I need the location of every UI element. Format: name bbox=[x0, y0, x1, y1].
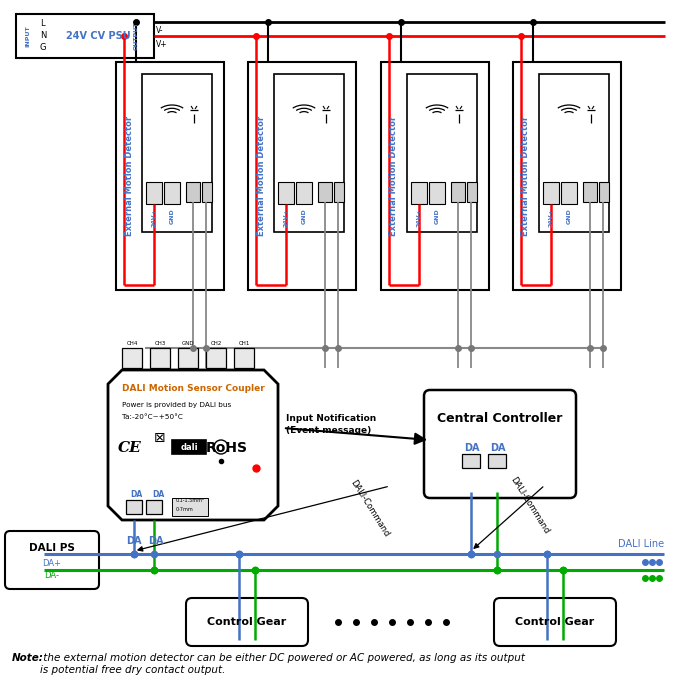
Bar bbox=[296, 182, 312, 204]
Text: CH4: CH4 bbox=[126, 341, 138, 346]
Bar bbox=[150, 348, 170, 368]
Text: DA: DA bbox=[152, 489, 164, 498]
Text: V-: V- bbox=[156, 26, 163, 35]
Text: CH2: CH2 bbox=[211, 341, 221, 346]
Text: OUTPUT: OUTPUT bbox=[134, 22, 138, 50]
Polygon shape bbox=[108, 370, 278, 520]
Text: GND: GND bbox=[182, 341, 194, 346]
Text: the external motion detector can be either DC powered or AC powered, as long as : the external motion detector can be eith… bbox=[40, 653, 525, 675]
Text: Note:: Note: bbox=[12, 653, 44, 663]
Text: DALI Line: DALI Line bbox=[618, 539, 664, 549]
Text: GND: GND bbox=[435, 208, 439, 223]
Text: DA: DA bbox=[148, 536, 164, 546]
Text: (Event message): (Event message) bbox=[286, 425, 371, 434]
Bar bbox=[429, 182, 445, 204]
FancyBboxPatch shape bbox=[424, 390, 576, 498]
Text: Central Controller: Central Controller bbox=[437, 412, 563, 425]
Text: Input Notification: Input Notification bbox=[286, 414, 376, 423]
Text: G: G bbox=[40, 42, 47, 51]
Text: ⊠: ⊠ bbox=[154, 431, 166, 445]
Bar bbox=[543, 182, 559, 204]
Bar bbox=[278, 182, 294, 204]
Text: CE: CE bbox=[118, 441, 142, 455]
Text: L: L bbox=[40, 19, 45, 28]
Bar bbox=[488, 454, 506, 468]
Bar bbox=[599, 182, 609, 202]
Text: DALI-Command: DALI-Command bbox=[349, 478, 391, 538]
Bar bbox=[116, 62, 224, 290]
Text: DALI Motion Sensor Coupler: DALI Motion Sensor Coupler bbox=[122, 384, 265, 393]
Text: N: N bbox=[40, 31, 47, 40]
Text: External Motion Detector: External Motion Detector bbox=[124, 116, 134, 236]
Bar bbox=[126, 500, 142, 514]
Text: External Motion Detector: External Motion Detector bbox=[256, 116, 265, 236]
Bar bbox=[172, 440, 206, 454]
Text: 0.1-1.5mm²: 0.1-1.5mm² bbox=[176, 498, 205, 503]
Text: GND: GND bbox=[169, 208, 175, 223]
Text: DA-: DA- bbox=[45, 570, 59, 579]
Text: Control Gear: Control Gear bbox=[516, 617, 595, 627]
Bar bbox=[411, 182, 427, 204]
Bar bbox=[583, 182, 597, 202]
Text: V+: V+ bbox=[156, 40, 167, 49]
Text: 24V+: 24V+ bbox=[416, 208, 421, 227]
Bar bbox=[462, 454, 480, 468]
FancyBboxPatch shape bbox=[186, 598, 308, 646]
Text: 24V CV PSU: 24V CV PSU bbox=[65, 31, 130, 41]
Text: 24V+: 24V+ bbox=[549, 208, 554, 227]
Bar bbox=[146, 500, 162, 514]
Text: DA: DA bbox=[464, 443, 480, 453]
Bar bbox=[561, 182, 577, 204]
Bar bbox=[248, 62, 356, 290]
Text: CH1: CH1 bbox=[238, 341, 250, 346]
Bar bbox=[172, 498, 208, 516]
Bar bbox=[467, 182, 477, 202]
Bar bbox=[274, 74, 344, 232]
Bar bbox=[234, 348, 254, 368]
Text: Ta:-20°C~+50°C: Ta:-20°C~+50°C bbox=[122, 414, 183, 420]
Bar bbox=[178, 348, 198, 368]
Bar bbox=[407, 74, 477, 232]
Text: GND: GND bbox=[566, 208, 572, 223]
Text: dali: dali bbox=[180, 443, 198, 452]
FancyBboxPatch shape bbox=[494, 598, 616, 646]
Bar bbox=[318, 182, 332, 202]
Text: 24V+: 24V+ bbox=[284, 208, 288, 227]
Bar bbox=[539, 74, 609, 232]
Bar bbox=[381, 62, 489, 290]
Text: 24V+: 24V+ bbox=[151, 208, 157, 227]
Text: 0-7mm: 0-7mm bbox=[176, 507, 194, 512]
Bar bbox=[206, 348, 226, 368]
Text: Power is provided by DALI bus: Power is provided by DALI bus bbox=[122, 402, 232, 408]
Text: External Motion Detector: External Motion Detector bbox=[522, 116, 531, 236]
Text: DALI PS: DALI PS bbox=[29, 543, 75, 553]
Bar bbox=[16, 14, 154, 58]
Text: DA: DA bbox=[130, 489, 142, 498]
Bar bbox=[513, 62, 621, 290]
Bar bbox=[202, 182, 212, 202]
Bar bbox=[451, 182, 465, 202]
Text: DA+: DA+ bbox=[43, 559, 61, 568]
Text: External Motion Detector: External Motion Detector bbox=[389, 116, 398, 236]
Text: RoHS: RoHS bbox=[206, 441, 248, 455]
Bar bbox=[122, 348, 142, 368]
FancyBboxPatch shape bbox=[5, 531, 99, 589]
Text: CH3: CH3 bbox=[155, 341, 165, 346]
Bar bbox=[164, 182, 180, 204]
Text: Control Gear: Control Gear bbox=[207, 617, 287, 627]
Bar bbox=[334, 182, 344, 202]
Text: DA: DA bbox=[126, 536, 142, 546]
Bar bbox=[186, 182, 200, 202]
Bar bbox=[146, 182, 162, 204]
Text: DA: DA bbox=[490, 443, 506, 453]
Text: INPUT: INPUT bbox=[26, 25, 30, 46]
Bar bbox=[142, 74, 212, 232]
Text: DALI-Command: DALI-Command bbox=[509, 475, 551, 535]
Text: GND: GND bbox=[302, 208, 306, 223]
